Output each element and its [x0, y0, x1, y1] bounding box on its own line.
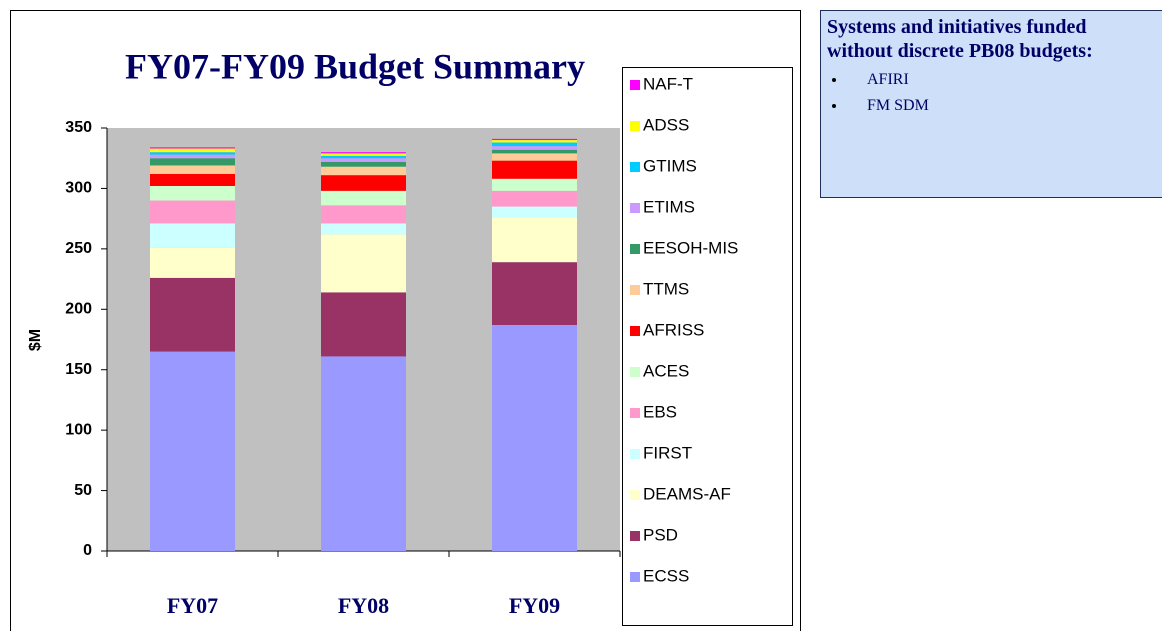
bar-segment	[150, 165, 235, 174]
bar-segment	[150, 152, 235, 155]
legend-swatch	[630, 367, 640, 377]
bar-segment	[321, 223, 406, 235]
legend-swatch	[630, 449, 640, 459]
note-list: AFIRI FM SDM	[827, 67, 1157, 119]
bar-segment	[492, 217, 577, 263]
bar-segment	[321, 190, 406, 206]
bar-segment	[321, 356, 406, 551]
bar-segment	[150, 148, 235, 153]
bar-segment	[150, 147, 235, 149]
legend-label: ACES	[643, 361, 689, 380]
y-tick-label: 150	[65, 361, 92, 378]
bar-segment	[492, 146, 577, 150]
legend-label: EBS	[643, 402, 677, 421]
bar-segment	[321, 166, 406, 176]
bar-segment	[321, 234, 406, 293]
legend-label: DEAMS-AF	[643, 484, 731, 503]
y-tick-label: 350	[65, 119, 92, 136]
chart: FY07-FY09 Budget Summary $M 0 50 100 150 200…	[10, 10, 801, 631]
legend-swatch	[630, 326, 640, 336]
legend-label: NAF-T	[643, 74, 693, 93]
bar-segment	[150, 186, 235, 201]
y-tick-label: 250	[65, 240, 92, 257]
bar-segment	[321, 205, 406, 224]
legend-swatch	[630, 531, 640, 541]
legend-swatch	[630, 285, 640, 295]
y-tick-label: 50	[74, 482, 92, 499]
bar-segment	[321, 152, 406, 154]
y-axis-label: $M	[27, 329, 44, 351]
legend-label: ECSS	[643, 566, 689, 585]
legend-label: ETIMS	[643, 197, 695, 216]
bar-segment	[492, 190, 577, 207]
note-item: FM SDM	[847, 93, 1157, 119]
note-item: AFIRI	[847, 67, 1157, 93]
bar-segment	[321, 292, 406, 357]
legend-swatch	[630, 203, 640, 213]
legend-label: ADSS	[643, 115, 689, 134]
legend	[622, 67, 793, 626]
bar-segment	[492, 178, 577, 191]
bar-segment	[492, 140, 577, 143]
bar-segment	[150, 223, 235, 248]
legend-label: PSD	[643, 525, 678, 544]
bar-segment	[321, 153, 406, 156]
bar-segment	[492, 149, 577, 154]
legend-label: FIRST	[643, 443, 692, 462]
y-tick-label: 0	[83, 542, 92, 559]
bar-segment	[150, 154, 235, 159]
x-tick-label: FY09	[509, 593, 560, 618]
legend-swatch	[630, 490, 640, 500]
bar-segment	[150, 247, 235, 278]
bar-segment	[150, 277, 235, 352]
bar-segment	[492, 262, 577, 325]
bar-segment	[150, 158, 235, 166]
legend-swatch	[630, 121, 640, 131]
legend-label: TTMS	[643, 279, 689, 298]
bar-segment	[492, 138, 577, 141]
legend-label: EESOH-MIS	[643, 238, 738, 257]
legend-swatch	[630, 162, 640, 172]
bar-segment	[492, 160, 577, 179]
y-tick-label: 200	[65, 301, 92, 318]
bar-segment	[492, 142, 577, 147]
legend-swatch	[630, 408, 640, 418]
bar-segment	[150, 200, 235, 224]
legend-swatch	[630, 80, 640, 90]
chart-title: FY07-FY09 Budget Summary	[125, 46, 585, 86]
bar-segment	[150, 351, 235, 551]
bar-segment	[321, 175, 406, 191]
note-box: Systems and initiatives funded without d…	[820, 10, 1162, 198]
note-title: Systems and initiatives funded without d…	[827, 16, 1093, 62]
bar-segment	[321, 158, 406, 162]
y-tick-label: 300	[65, 180, 92, 197]
legend-swatch	[630, 572, 640, 582]
bar-segment	[321, 155, 406, 159]
bar-segment	[492, 324, 577, 551]
legend-swatch	[630, 244, 640, 254]
x-tick-label: FY07	[167, 593, 218, 618]
bar-segment	[492, 206, 577, 218]
bar-segment	[321, 161, 406, 167]
note-item-text: AFIRI	[867, 71, 909, 88]
note-item-text: FM SDM	[867, 97, 929, 114]
x-tick-label: FY08	[338, 593, 389, 618]
bar-segment	[492, 153, 577, 161]
legend-label: GTIMS	[643, 156, 697, 175]
legend-label: AFRISS	[643, 320, 704, 339]
y-tick-label: 100	[65, 421, 92, 438]
bar-segment	[150, 173, 235, 187]
